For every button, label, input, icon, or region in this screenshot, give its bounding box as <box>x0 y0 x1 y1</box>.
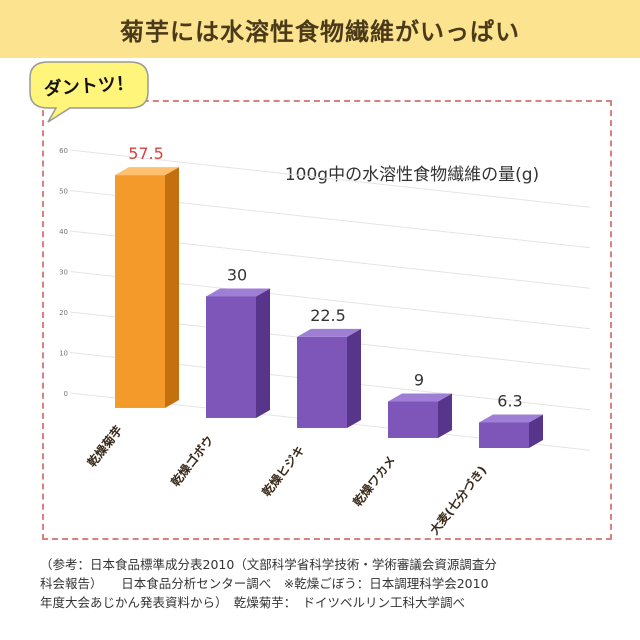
bar <box>388 393 452 438</box>
y-tick-label: 40 <box>59 228 68 236</box>
bar <box>297 328 361 428</box>
page-title: 菊芋には水溶性食物繊維がいっぱい <box>120 17 520 46</box>
bar-side <box>529 414 543 448</box>
gridline <box>69 149 591 208</box>
footnote-line: 科会報告） 日本食品分析センター調べ ※乾燥ごぼう：日本調理科学会2010 <box>40 576 489 591</box>
footnote-line: 年度大会あじかん発表資料から） 乾燥菊芋： ドイツベルリン工科大学調べ <box>40 595 466 610</box>
header-banner: 菊芋には水溶性食物繊維がいっぱい <box>0 0 640 58</box>
data-label: 22.5 <box>310 306 346 325</box>
bar-chart: ダントツ！ 100g中の水溶性食物繊維の量(g) 0 10 20 30 40 50 60 5… <box>29 61 591 538</box>
y-tick-label: 30 <box>59 269 68 277</box>
bar <box>115 167 179 408</box>
category-label: 大麦(七分づき) <box>426 463 489 538</box>
bar-top <box>479 414 543 423</box>
bar <box>479 414 543 448</box>
footnote-line: （参考：日本食品標準成分表2010（文部科学省科学技術・学術審議会資源調査分 <box>40 557 497 572</box>
data-label: 57.5 <box>128 144 164 163</box>
bar <box>206 288 270 418</box>
bar-side <box>347 328 361 428</box>
bar-top <box>115 167 179 176</box>
data-label: 6.3 <box>497 391 522 410</box>
bar-side <box>165 167 179 408</box>
category-label: 乾燥ワカメ <box>350 453 399 510</box>
y-tick-label: 0 <box>64 390 68 398</box>
y-tick-label: 10 <box>59 350 68 358</box>
bar-front <box>388 401 438 438</box>
bar-top <box>206 288 270 297</box>
chart-title: 100g中の水溶性食物繊維の量(g) <box>285 165 539 185</box>
bar-front <box>206 296 256 418</box>
bar-front <box>479 422 529 448</box>
chart-frame <box>42 100 612 540</box>
bar-side <box>256 288 270 418</box>
bar-side <box>438 393 452 438</box>
badge: ダントツ！ <box>29 61 149 123</box>
data-label: 30 <box>227 265 247 284</box>
data-label: 9 <box>414 371 424 390</box>
bar-front <box>297 336 347 428</box>
bar-top <box>388 393 452 402</box>
category-label: 乾燥ゴボウ <box>168 433 217 490</box>
bar-top <box>297 328 361 337</box>
category-label: 乾燥ヒジキ <box>259 443 308 500</box>
y-tick-label: 60 <box>59 147 68 155</box>
category-label: 乾燥菊芋 <box>84 423 125 470</box>
bar-front <box>115 175 165 408</box>
footnote: （参考：日本食品標準成分表2010（文部科学省科学技術・学術審議会資源調査分 科… <box>40 555 620 612</box>
y-tick-label: 50 <box>59 188 68 196</box>
y-tick-label: 20 <box>59 309 68 317</box>
